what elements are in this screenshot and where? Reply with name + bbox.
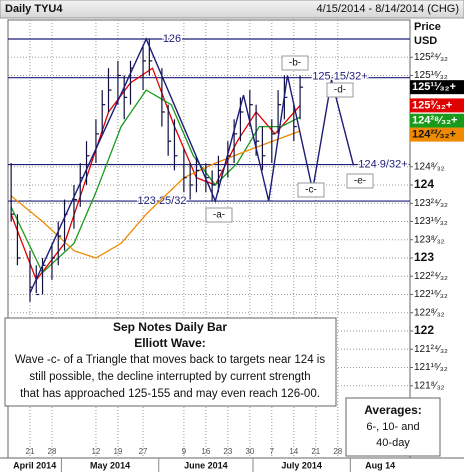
x-tick-label: 14 <box>289 447 298 456</box>
x-tick-label: 16 <box>201 447 210 456</box>
y-tick-label: 121¹⁶⁄₃₂ <box>414 362 448 373</box>
x-tick-label: 21 <box>26 447 35 456</box>
month-label: June 2014 <box>184 460 228 470</box>
x-tick-label: 23 <box>223 447 232 456</box>
price-tag-label: 124²⁸⁄₃₂+ <box>412 115 457 127</box>
note-heading: Sep Notes Daily Bar <box>113 320 227 334</box>
x-tick-label: 19 <box>113 447 122 456</box>
y-tick-label: 122⁸⁄₃₂ <box>414 307 445 318</box>
wave-label: -b- <box>289 58 301 69</box>
wave-label-box <box>346 173 374 189</box>
x-tick-label: 7 <box>270 447 275 456</box>
wave-label-box <box>205 207 233 223</box>
price-tag <box>410 98 464 113</box>
month-label: Aug 14 <box>365 460 395 470</box>
x-tick-label: 27 <box>139 447 148 456</box>
y-axis-unit: USD <box>414 35 437 47</box>
header-bar <box>0 0 464 19</box>
level-label: 126 <box>163 33 181 45</box>
price-tag <box>410 127 464 142</box>
wave-label: -e- <box>354 176 366 187</box>
x-tick-label: 28 <box>333 447 342 456</box>
y-axis-label: Price <box>414 21 441 33</box>
level-label: 125 15/32+ <box>312 71 367 83</box>
month-label: July 2014 <box>281 460 322 470</box>
wave-line <box>29 37 355 294</box>
averages-box <box>345 397 441 457</box>
wave-label-box <box>281 55 309 71</box>
chart-title: Daily TYU4 <box>5 3 63 15</box>
price-tag-label: 125³⁄₃₂+ <box>412 99 452 111</box>
level-label: 123 25/32 <box>138 195 187 207</box>
wave-label: -d- <box>334 85 346 96</box>
y-tick-label: 122 <box>414 323 434 337</box>
wave-label: -c- <box>305 185 317 196</box>
y-tick-label: 122²⁴⁄₃₂ <box>414 271 448 282</box>
price-tag-label: 124²²⁄₃₂+ <box>412 129 456 141</box>
x-tick-label: 28 <box>48 447 57 456</box>
moving-average <box>10 89 301 274</box>
x-tick-label: 21 <box>311 447 320 456</box>
price-tag <box>410 113 464 128</box>
moving-average <box>10 67 301 282</box>
x-tick-label: 9 <box>182 447 187 456</box>
note-box <box>4 317 337 407</box>
averages-text: 6-, 10- and <box>366 421 419 433</box>
wave-label-box <box>297 182 325 198</box>
y-tick-label: 124 <box>414 177 434 191</box>
y-tick-label: 124⁸⁄₃₂ <box>414 161 445 172</box>
y-tick-label: 125¹⁶⁄₃₂ <box>414 70 448 81</box>
averages-text: Averages: <box>364 403 422 417</box>
y-tick-label: 123¹⁶⁄₃₂ <box>414 216 448 227</box>
y-tick-label: 121⁸⁄₃₂ <box>414 380 445 391</box>
x-tick-label: 30 <box>245 447 254 456</box>
y-tick-label: 125²⁴⁄₃₂ <box>414 52 448 63</box>
note-line: still possible, the decline interrupted … <box>29 371 310 383</box>
wave-label: -a- <box>213 210 225 221</box>
note-line: Wave -c- of a Triangle that moves back t… <box>15 354 325 366</box>
x-tick-label: 12 <box>91 447 100 456</box>
note-line: that has approached 125-155 and may even… <box>20 388 320 400</box>
wave-label-box <box>326 82 354 98</box>
chart-subtitle: 4/15/2014 - 8/14/2014 (CHG) <box>317 3 459 15</box>
price-tag-label: 125¹¹⁄₃₂+ <box>412 81 456 93</box>
level-label: 124 9/32+ <box>358 158 407 170</box>
price-tag <box>410 80 464 95</box>
y-tick-label: 123 <box>414 250 434 264</box>
y-tick-label: 121²⁴⁄₃₂ <box>414 344 448 355</box>
y-tick-label: 123⁸⁄₃₂ <box>414 234 445 245</box>
note-subheading: Elliott Wave: <box>134 336 206 350</box>
averages-text: 40-day <box>376 437 410 449</box>
month-label: May 2014 <box>90 460 130 470</box>
y-tick-label: 122¹⁶⁄₃₂ <box>414 289 448 300</box>
y-tick-label: 123²⁴⁄₃₂ <box>414 198 448 209</box>
month-label: April 2014 <box>13 460 56 470</box>
